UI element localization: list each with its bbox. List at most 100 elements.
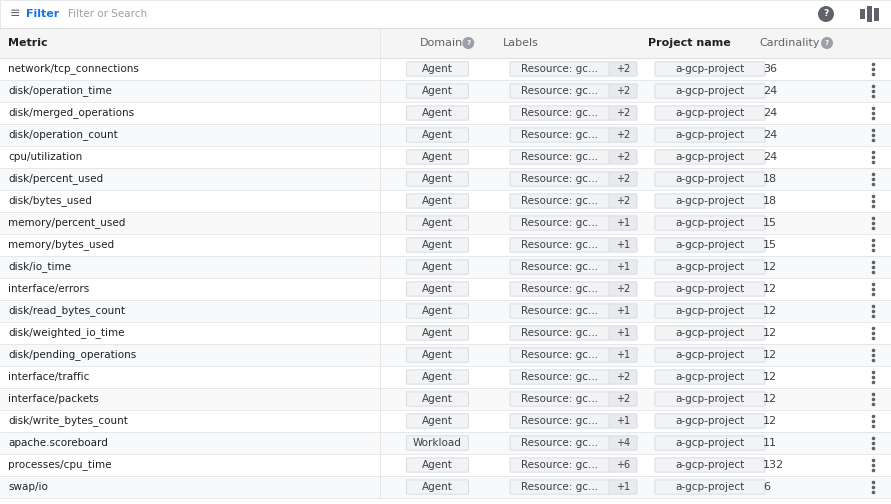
Text: a-gcp-project: a-gcp-project [675,262,745,272]
FancyBboxPatch shape [0,454,891,476]
FancyBboxPatch shape [609,304,637,318]
Text: ?: ? [823,10,829,19]
FancyBboxPatch shape [510,128,610,142]
Text: Agent: Agent [422,196,453,206]
Text: +2: +2 [616,394,630,404]
Text: 12: 12 [763,372,777,382]
Text: a-gcp-project: a-gcp-project [675,460,745,470]
Text: Project name: Project name [648,38,731,48]
FancyBboxPatch shape [609,260,637,274]
FancyBboxPatch shape [406,260,469,274]
Text: 12: 12 [763,262,777,272]
Text: 18: 18 [763,174,777,184]
Text: memory/percent_used: memory/percent_used [8,218,126,228]
Text: 12: 12 [763,416,777,426]
FancyBboxPatch shape [655,194,765,208]
FancyBboxPatch shape [609,172,637,186]
FancyBboxPatch shape [406,194,469,208]
Text: interface/traffic: interface/traffic [8,372,89,382]
FancyBboxPatch shape [609,128,637,142]
Text: Filter or Search: Filter or Search [68,9,147,19]
Text: 24: 24 [763,152,777,162]
FancyBboxPatch shape [609,238,637,252]
Text: Resource: gc...: Resource: gc... [521,350,599,360]
Text: Agent: Agent [422,306,453,316]
Text: a-gcp-project: a-gcp-project [675,482,745,492]
Text: Agent: Agent [422,152,453,162]
FancyBboxPatch shape [406,150,469,164]
Text: Cardinality: Cardinality [759,38,820,48]
Text: Resource: gc...: Resource: gc... [521,152,599,162]
FancyBboxPatch shape [510,414,610,428]
Text: 12: 12 [763,350,777,360]
Text: +2: +2 [616,108,630,118]
Text: Resource: gc...: Resource: gc... [521,196,599,206]
FancyBboxPatch shape [609,436,637,450]
FancyBboxPatch shape [655,348,765,362]
FancyBboxPatch shape [655,62,765,76]
FancyBboxPatch shape [0,300,891,322]
FancyBboxPatch shape [655,84,765,98]
FancyBboxPatch shape [655,370,765,384]
Text: +1: +1 [616,350,630,360]
Text: +1: +1 [616,262,630,272]
FancyBboxPatch shape [0,388,891,410]
FancyBboxPatch shape [406,238,469,252]
Text: a-gcp-project: a-gcp-project [675,240,745,250]
FancyBboxPatch shape [0,124,891,146]
FancyBboxPatch shape [0,212,891,234]
FancyBboxPatch shape [510,458,610,472]
FancyBboxPatch shape [510,62,610,76]
FancyBboxPatch shape [655,106,765,120]
FancyBboxPatch shape [406,414,469,428]
FancyBboxPatch shape [406,326,469,340]
Text: Agent: Agent [422,416,453,426]
FancyBboxPatch shape [510,436,610,450]
FancyBboxPatch shape [406,84,469,98]
Text: 36: 36 [763,64,777,74]
FancyBboxPatch shape [874,8,879,21]
Text: +1: +1 [616,482,630,492]
Text: Labels: Labels [503,38,539,48]
FancyBboxPatch shape [655,216,765,230]
FancyBboxPatch shape [406,480,469,494]
Text: Resource: gc...: Resource: gc... [521,108,599,118]
FancyBboxPatch shape [0,410,891,432]
Text: 12: 12 [763,306,777,316]
Text: Agent: Agent [422,174,453,184]
Text: disk/io_time: disk/io_time [8,262,71,273]
Text: Resource: gc...: Resource: gc... [521,328,599,338]
FancyBboxPatch shape [406,106,469,120]
Text: Metric: Metric [8,38,47,48]
Text: memory/bytes_used: memory/bytes_used [8,239,114,250]
Text: disk/operation_count: disk/operation_count [8,130,118,141]
FancyBboxPatch shape [510,172,610,186]
FancyBboxPatch shape [609,348,637,362]
Text: Agent: Agent [422,372,453,382]
Text: Agent: Agent [422,64,453,74]
Text: 6: 6 [763,482,770,492]
Text: +2: +2 [616,64,630,74]
Text: Agent: Agent [422,460,453,470]
Circle shape [462,37,474,49]
Text: a-gcp-project: a-gcp-project [675,86,745,96]
FancyBboxPatch shape [0,80,891,102]
Text: disk/merged_operations: disk/merged_operations [8,107,135,118]
Text: Agent: Agent [422,350,453,360]
FancyBboxPatch shape [0,28,891,58]
Text: a-gcp-project: a-gcp-project [675,306,745,316]
FancyBboxPatch shape [510,194,610,208]
FancyBboxPatch shape [0,476,891,498]
FancyBboxPatch shape [609,216,637,230]
FancyBboxPatch shape [655,436,765,450]
Text: +1: +1 [616,240,630,250]
Text: +4: +4 [616,438,630,448]
FancyBboxPatch shape [0,102,891,124]
Text: Workload: Workload [413,438,462,448]
FancyBboxPatch shape [655,282,765,296]
Text: Agent: Agent [422,394,453,404]
Text: +2: +2 [616,174,630,184]
Text: +1: +1 [616,328,630,338]
Circle shape [821,37,833,49]
FancyBboxPatch shape [406,172,469,186]
